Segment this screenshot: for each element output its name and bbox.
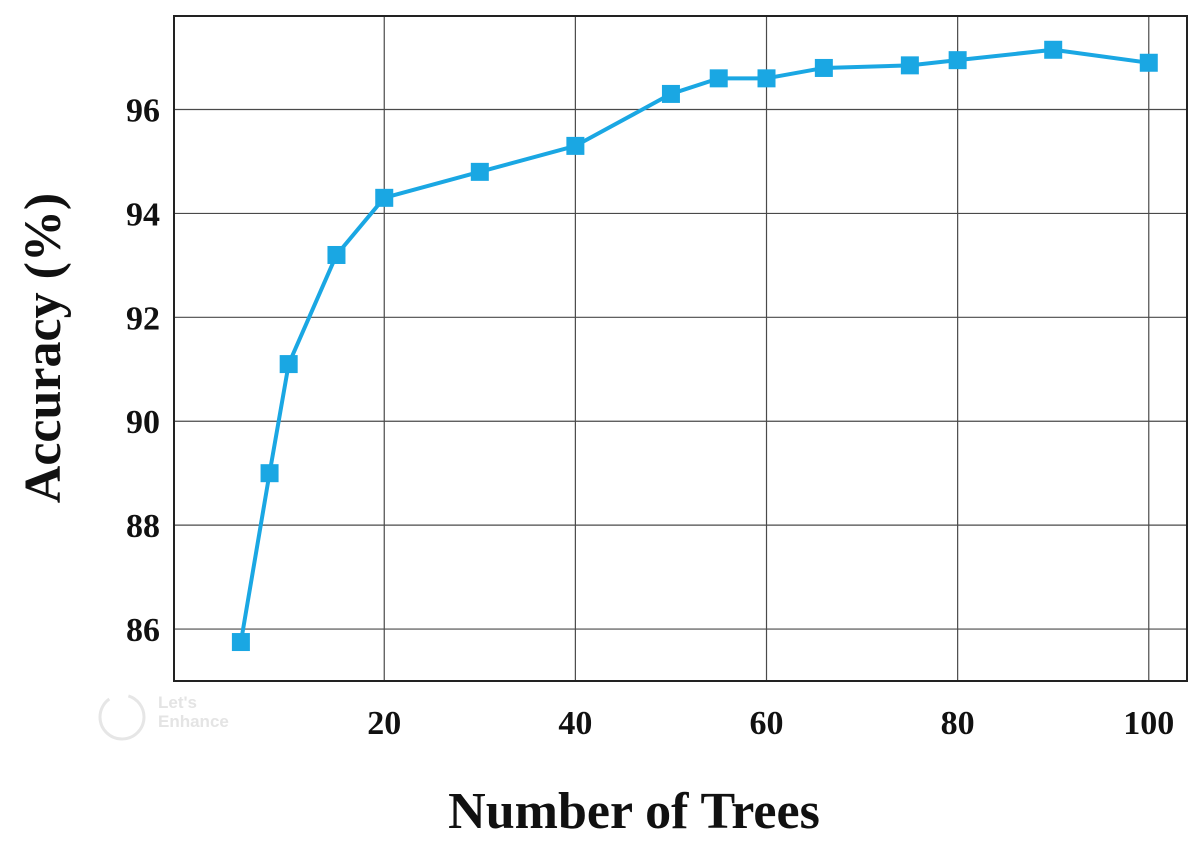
x-tick-label: 20: [367, 705, 401, 742]
y-tick-label: 86: [126, 612, 160, 649]
plot-background: [174, 16, 1187, 681]
plot-frame: [173, 15, 1188, 682]
series-group: [231, 40, 1158, 652]
data-point-marker: [279, 355, 298, 374]
data-point-marker: [260, 464, 279, 483]
data-point-marker: [566, 136, 585, 155]
data-point-marker: [231, 633, 250, 652]
watermark-logo-icon: [98, 693, 146, 741]
y-tick-label: 88: [126, 508, 160, 545]
x-tick-label: 100: [1123, 705, 1174, 742]
data-point-marker: [661, 84, 680, 103]
x-tick-label: 80: [941, 705, 975, 742]
data-point-marker: [948, 51, 967, 70]
watermark-line1: Let's: [158, 693, 197, 712]
y-axis-title: Accuracy (%): [15, 193, 72, 503]
watermark-line2: Enhance: [158, 712, 229, 731]
data-point-marker: [900, 56, 919, 75]
y-tick-label: 92: [126, 300, 160, 337]
y-tick-label: 94: [126, 196, 160, 233]
data-point-marker: [1044, 40, 1063, 59]
data-point-marker: [327, 245, 346, 264]
x-tick-label: 60: [750, 705, 784, 742]
watermark: Let's Enhance: [98, 693, 229, 741]
data-point-marker: [757, 69, 776, 88]
y-tick-label: 96: [126, 93, 160, 130]
data-point-marker: [375, 188, 394, 207]
data-point-marker: [470, 162, 489, 181]
x-axis-ticks: 20 40 60 80 100: [367, 705, 1174, 742]
y-axis-ticks: 86 88 90 92 94 96: [126, 93, 160, 650]
data-point-marker: [709, 69, 728, 88]
y-tick-label: 90: [126, 404, 160, 441]
x-axis-title: Number of Trees: [448, 783, 820, 840]
data-point-marker: [1139, 53, 1158, 72]
grid: [174, 16, 1187, 681]
x-tick-label: 40: [558, 705, 592, 742]
data-point-marker: [814, 58, 833, 77]
